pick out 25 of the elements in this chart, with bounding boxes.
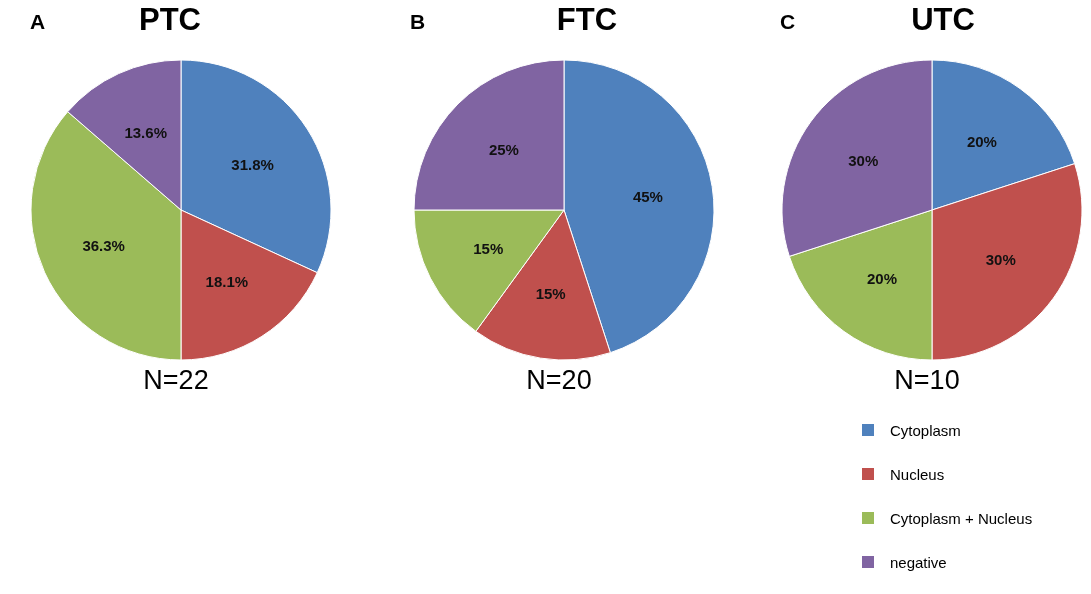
chart-title: PTC	[138, 2, 202, 38]
data-label: 13.6%	[124, 124, 167, 142]
data-label: 20%	[966, 132, 997, 150]
text: B	[410, 10, 426, 34]
legend-label: negative	[890, 553, 947, 571]
data-label: 15%	[535, 285, 566, 303]
text: C	[780, 10, 796, 34]
text: A	[30, 10, 46, 34]
data-label: 30%	[848, 151, 879, 169]
legend-label: Nucleus	[890, 465, 945, 483]
data-label: 18.1%	[205, 273, 249, 291]
text: N=22	[142, 365, 210, 396]
data-label: 31.8%	[231, 155, 274, 173]
data-label: 45%	[632, 188, 663, 206]
chart-title: FTC	[555, 2, 619, 38]
legend-label: Cytoplasm + Nucleus	[890, 509, 1033, 527]
text: N=10	[893, 365, 961, 396]
chart-title: UTC	[910, 2, 976, 38]
data-label: 30%	[985, 251, 1016, 269]
data-label: 36.3%	[82, 236, 125, 254]
text: N=20	[525, 365, 593, 396]
legend-label: Cytoplasm	[890, 421, 961, 439]
data-label: 15%	[473, 240, 504, 258]
data-label: 20%	[867, 270, 898, 288]
data-label: 25%	[488, 141, 519, 159]
